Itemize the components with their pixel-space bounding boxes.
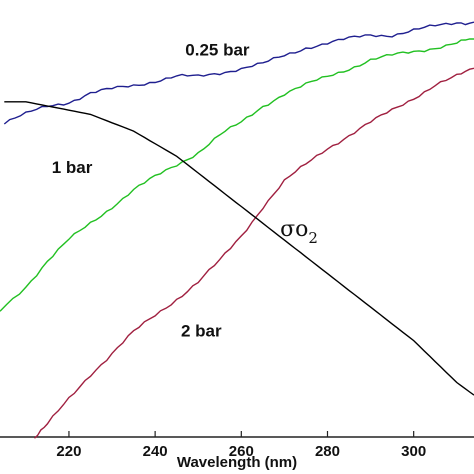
series-layer xyxy=(0,21,474,439)
x-axis-title: Wavelength (nm) xyxy=(177,454,297,471)
series-label-1: 1 bar xyxy=(52,158,93,177)
series-line-0 xyxy=(3,21,474,125)
series-label-2: 2 bar xyxy=(181,321,222,340)
series-line-2 xyxy=(34,67,474,439)
series-label-0: 0.25 bar xyxy=(185,41,250,60)
series-line-1 xyxy=(0,38,474,312)
x-tick-label: 240 xyxy=(143,443,168,460)
x-tick-label: 280 xyxy=(315,443,340,460)
x-tick-label: 220 xyxy=(56,443,81,460)
x-tick-label: 300 xyxy=(401,443,426,460)
x-tick-label: 260 xyxy=(229,443,254,460)
x-tick-layer: 220 240 260 280 300 xyxy=(56,431,426,460)
series-line-3 xyxy=(4,101,474,396)
